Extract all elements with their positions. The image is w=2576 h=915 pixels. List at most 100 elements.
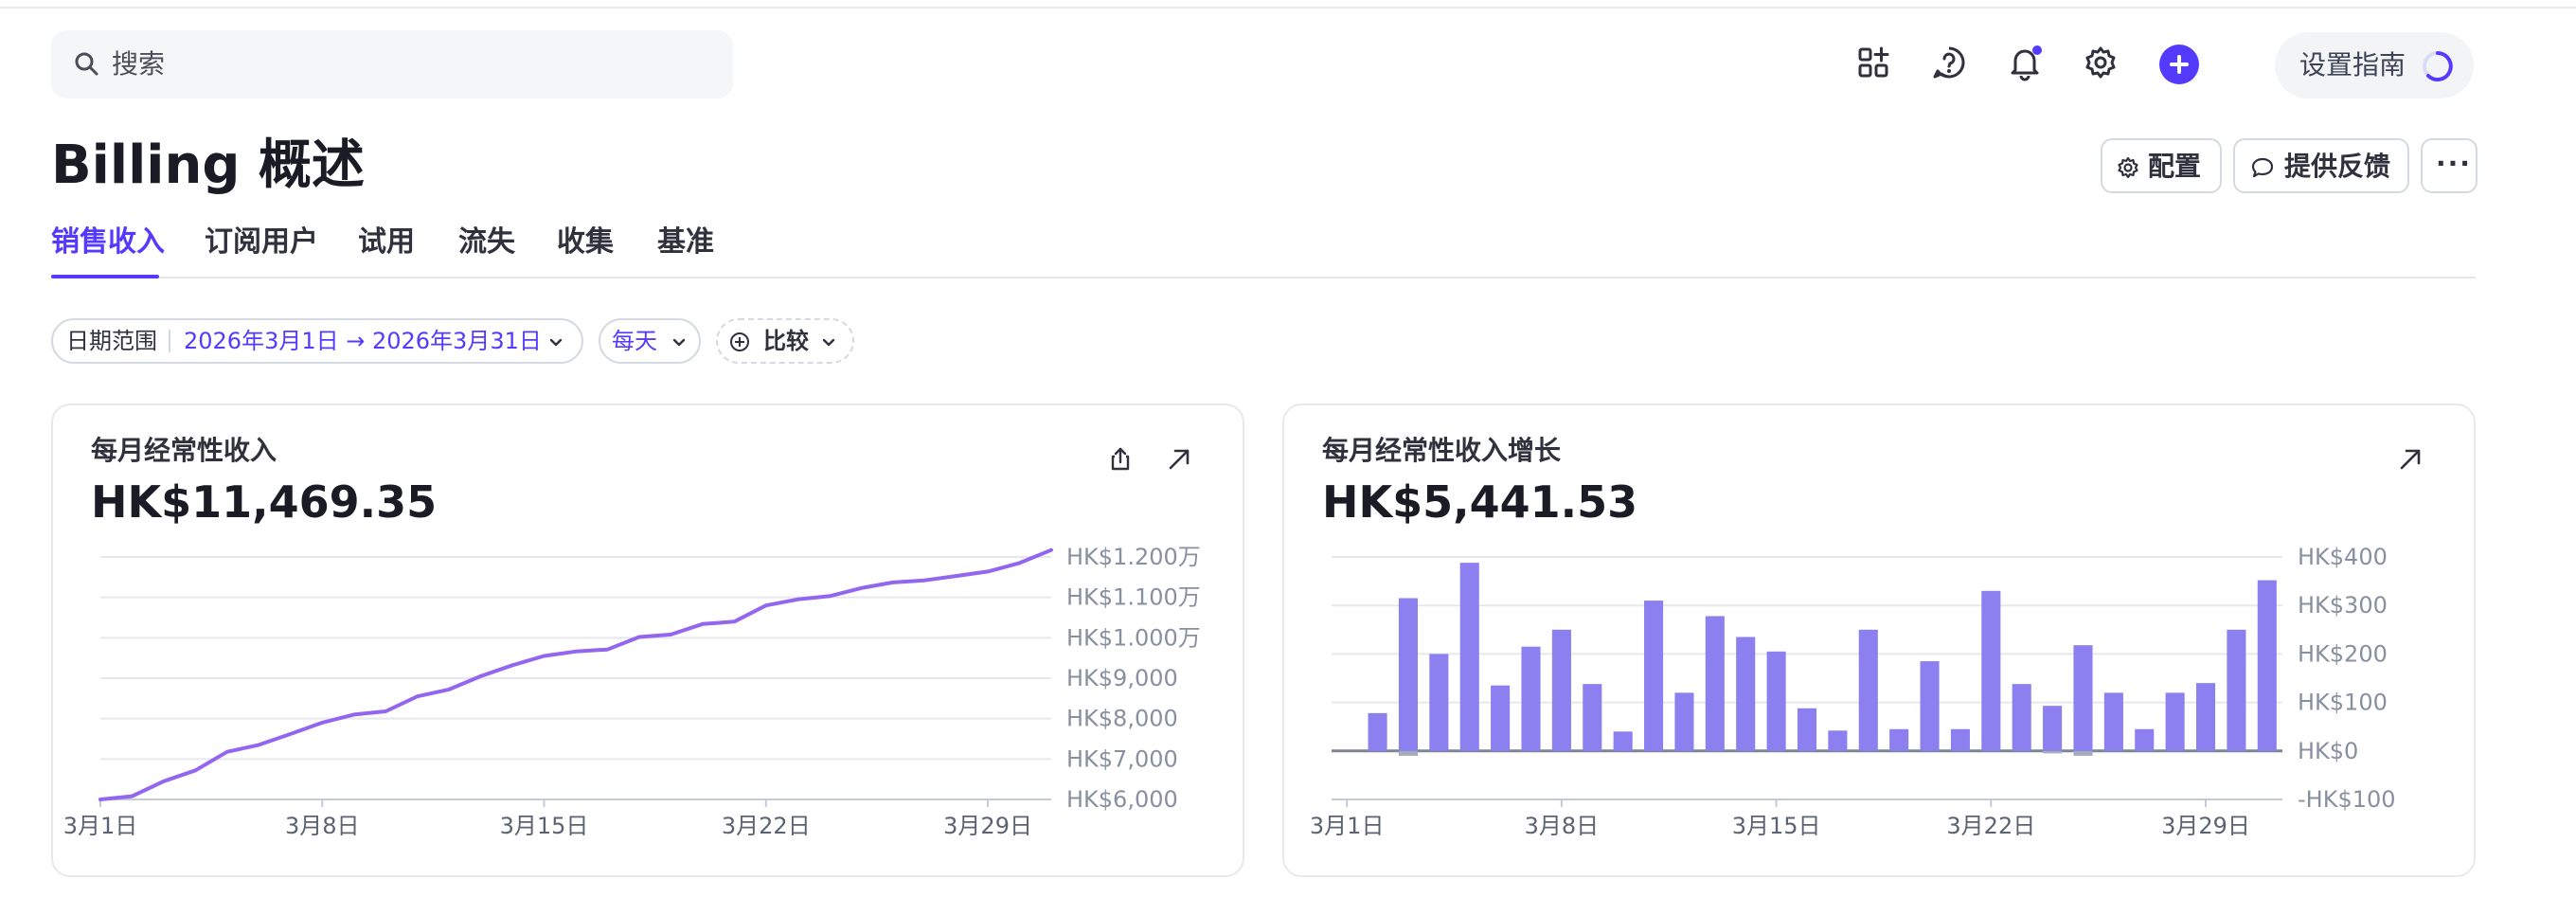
bell-icon[interactable]: [2006, 44, 2044, 81]
growth-bar: [1491, 686, 1510, 751]
interval-value: 每天: [612, 320, 657, 362]
chevron-down-icon: [820, 333, 837, 350]
y-tick-label: HK$100: [2298, 690, 2388, 716]
active-tab-indicator: [51, 275, 159, 278]
x-tick-label: 3月8日: [1525, 813, 1600, 839]
add-circle-icon: [729, 332, 750, 352]
help-icon[interactable]: [1930, 44, 1968, 81]
gear-icon[interactable]: [2082, 44, 2120, 81]
y-tick-label: HK$1.000万: [1066, 624, 1201, 651]
x-tick-label: 3月1日: [1310, 813, 1385, 839]
growth-bar: [1614, 731, 1633, 750]
y-tick-label: HK$1.200万: [1066, 544, 1201, 570]
growth-bar: [1767, 652, 1786, 751]
y-tick-label: HK$1.100万: [1066, 584, 1201, 611]
interval-select[interactable]: 每天: [599, 318, 701, 364]
x-tick-label: 3月29日: [2161, 813, 2250, 839]
growth-bar: [1368, 713, 1387, 751]
y-tick-label: HK$400: [2298, 544, 2388, 570]
growth-bar: [2043, 706, 2062, 751]
configure-label: 配置: [2148, 151, 2201, 183]
gear-icon: [2116, 155, 2140, 180]
compare-button[interactable]: 比较: [716, 318, 854, 364]
mrr-card[interactable]: HK$6,000 HK$7,000 HK$8,000 HK$9,000 HK$1.000…: [51, 404, 1244, 877]
more-icon: ···: [2436, 148, 2472, 180]
mrr-growth-card[interactable]: -HK$100 HK$0 HK$100 HK$200 HK$300 HK$400 3月1日 3…: [1282, 404, 2476, 877]
feedback-button[interactable]: 提供反馈: [2233, 138, 2409, 193]
growth-bar: [2073, 645, 2092, 751]
growth-bar: [2196, 683, 2215, 751]
apps-icon[interactable]: [1854, 44, 1892, 81]
expand-arrow-icon[interactable]: [1163, 443, 1195, 475]
tab-trials[interactable]: 试用: [358, 224, 415, 261]
y-tick-label: HK$300: [2298, 592, 2388, 619]
tab-subscribers[interactable]: 订阅用户: [205, 224, 318, 261]
growth-bar: [1429, 654, 1448, 750]
churn-bar: [1399, 751, 1418, 756]
growth-bar: [1521, 647, 1540, 751]
growth-bar: [1736, 637, 1755, 750]
compare-label: 比较: [763, 320, 809, 362]
chevron-down-icon: [547, 333, 564, 350]
chip-divider: [169, 330, 170, 352]
growth-bar: [2258, 581, 2277, 751]
more-button[interactable]: ···: [2421, 138, 2478, 193]
tab-revenue[interactable]: 销售收入: [51, 224, 165, 261]
churn-bar: [2043, 751, 2062, 754]
growth-bar: [1583, 684, 1601, 751]
tab-churn[interactable]: 流失: [458, 224, 515, 261]
y-tick-label: HK$9,000: [1066, 665, 1178, 691]
x-tick-label: 3月1日: [63, 813, 138, 839]
tab-benchmarks[interactable]: 基准: [657, 224, 714, 261]
card-title: 每月经常性收入增长: [1322, 434, 1561, 468]
progress-ring-icon: [2421, 49, 2455, 83]
tab-divider: [51, 277, 2476, 278]
expand-arrow-icon[interactable]: [2394, 443, 2426, 475]
y-tick-label: -HK$100: [2298, 786, 2396, 813]
x-tick-label: 3月15日: [1732, 813, 1821, 839]
growth-bar: [1951, 729, 1970, 751]
comment-icon: [2250, 155, 2275, 180]
y-tick-label: HK$8,000: [1066, 706, 1178, 732]
growth-bar: [2012, 684, 2031, 751]
card-value: HK$11,469.35: [91, 474, 437, 530]
growth-bar: [2227, 630, 2245, 751]
search-placeholder: 搜索: [112, 49, 165, 80]
date-range-label: 日期范围: [66, 320, 157, 362]
growth-bar: [2104, 692, 2123, 750]
x-tick-label: 3月22日: [1946, 813, 2035, 839]
growth-bar: [1706, 616, 1725, 750]
setup-guide-button[interactable]: 设置指南: [2275, 32, 2474, 99]
growth-bar: [1859, 630, 1878, 751]
search-input[interactable]: 搜索: [51, 30, 733, 99]
y-tick-label: HK$6,000: [1066, 786, 1178, 813]
x-tick-label: 3月29日: [943, 813, 1032, 839]
growth-bar: [1828, 730, 1847, 751]
growth-bar: [1460, 563, 1479, 751]
tab-collections[interactable]: 收集: [557, 224, 614, 261]
card-title: 每月经常性收入: [91, 434, 277, 468]
configure-button[interactable]: 配置: [2101, 138, 2222, 193]
x-tick-label: 3月8日: [285, 813, 360, 839]
mrr-series-line: [100, 550, 1051, 799]
y-tick-label: HK$200: [2298, 640, 2388, 667]
x-tick-label: 3月22日: [722, 813, 811, 839]
search-icon: [72, 49, 102, 80]
page-title: Billing 概述: [51, 133, 365, 199]
x-tick-label: 3月15日: [500, 813, 589, 839]
growth-bar: [1798, 709, 1816, 751]
growth-bar: [2135, 729, 2154, 751]
share-icon[interactable]: [1104, 443, 1136, 475]
y-tick-label: HK$7,000: [1066, 745, 1178, 772]
top-divider: [0, 7, 2576, 9]
y-tick-label: HK$0: [2298, 738, 2358, 764]
growth-bar: [1399, 599, 1418, 751]
growth-bar: [1921, 661, 1940, 751]
card-value: HK$5,441.53: [1322, 474, 1637, 530]
setup-guide-label: 设置指南: [2299, 49, 2406, 81]
growth-bar: [1981, 591, 2000, 751]
create-button[interactable]: [2159, 45, 2199, 84]
growth-bar: [1644, 601, 1663, 751]
date-range-filter[interactable]: 日期范围 2026年3月1日 → 2026年3月31日: [51, 318, 583, 364]
growth-bar: [2166, 692, 2185, 750]
